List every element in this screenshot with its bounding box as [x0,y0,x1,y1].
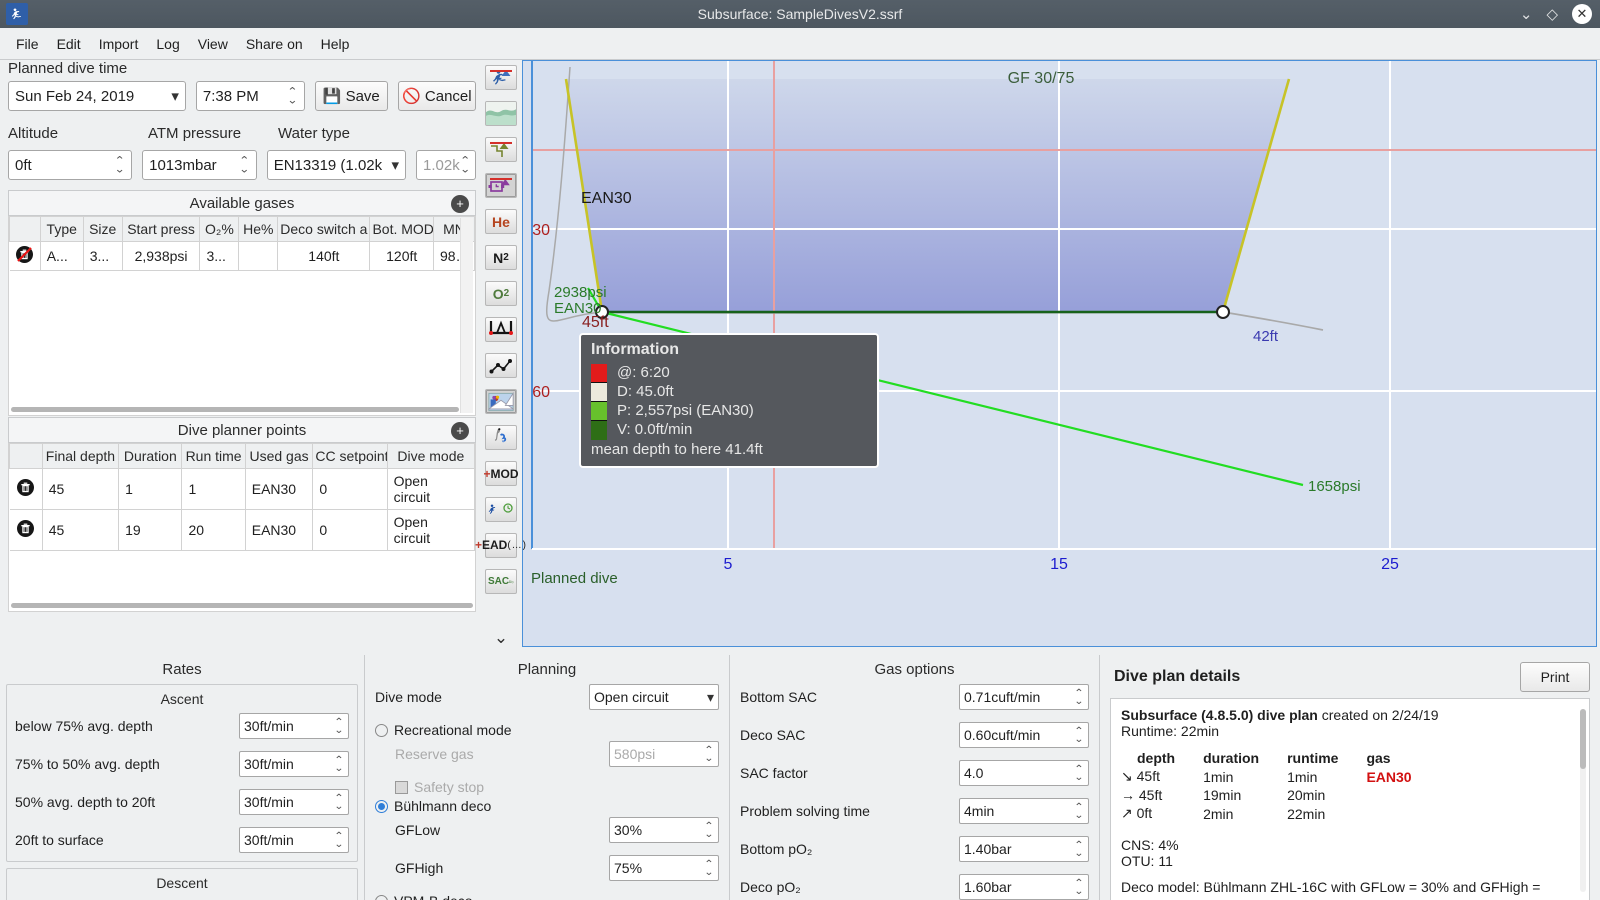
svg-text:Planned dive: Planned dive [531,570,618,587]
svg-text:30: 30 [532,222,550,239]
svg-text:2938psi: 2938psi [554,284,607,301]
svg-text:60: 60 [532,384,550,401]
svg-text:45ft: 45ft [582,314,609,331]
svg-text:42ft: 42ft [1253,328,1279,345]
svg-text:1658psi: 1658psi [1308,478,1361,495]
svg-text:GF 30/75: GF 30/75 [1008,70,1075,87]
svg-text:EAN30: EAN30 [581,190,632,207]
svg-text:5: 5 [724,556,733,573]
svg-text:25: 25 [1381,556,1399,573]
svg-text:15: 15 [1050,556,1068,573]
